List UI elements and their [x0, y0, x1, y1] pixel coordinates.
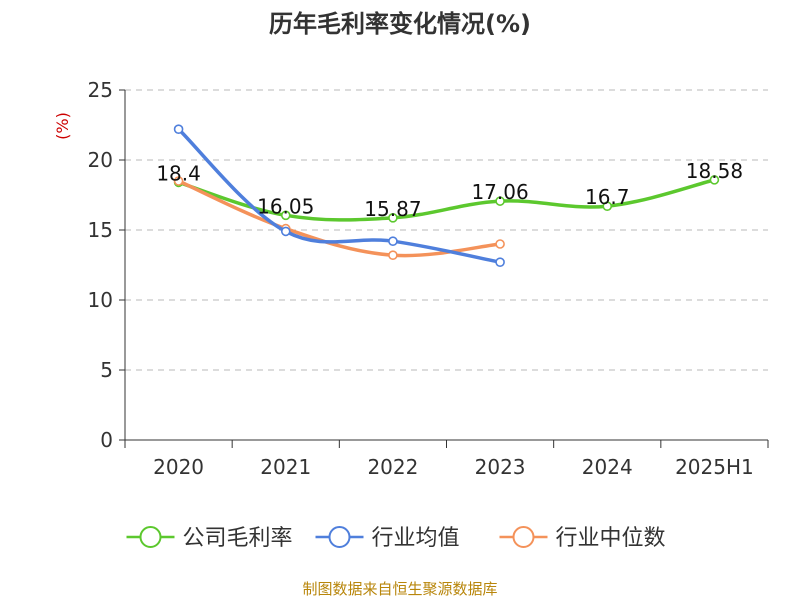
x-tick-label-3: 2023	[475, 455, 526, 479]
point-series2-2	[388, 250, 398, 260]
y-tick-label-0: 0	[100, 428, 113, 452]
y-tick-label-2: 10	[88, 288, 113, 312]
x-tick-label-2: 2022	[367, 455, 418, 479]
data-label-3: 17.06	[471, 180, 528, 204]
point-series1-1	[280, 226, 291, 237]
legend-marker-0	[139, 526, 162, 548]
point-series1-0	[173, 124, 184, 134]
chart-title: 历年毛利率变化情况(%)	[269, 10, 531, 38]
legend-label-1: 行业均值	[372, 526, 460, 551]
point-series0-1	[280, 210, 291, 221]
point-series2-0	[173, 176, 184, 186]
data-label-1: 16.05	[257, 194, 314, 218]
series-layer	[173, 124, 720, 268]
point-series1-2	[388, 236, 398, 246]
legend-item-0[interactable]: 公司毛利率	[126, 526, 293, 551]
point-series0-3	[495, 196, 505, 206]
point-series0-4	[602, 201, 613, 211]
legend-marker-2	[512, 526, 535, 548]
legend-marker-1	[328, 526, 351, 548]
point-series1-3	[495, 257, 505, 268]
x-tick-label-1: 2021	[260, 455, 311, 479]
x-tick-label-0: 2020	[153, 455, 204, 479]
gridlines	[125, 89, 768, 371]
legend: 公司毛利率 行业均值 行业中位数	[126, 526, 666, 551]
y-tick-label-4: 20	[88, 148, 113, 172]
data-label-5: 18.58	[686, 159, 743, 183]
data-label-2: 15.87	[364, 197, 421, 221]
axes: 0 5 10 15 20 25 2020 2021 2022 2023 2024 2025H1	[88, 78, 769, 479]
source-note: 制图数据来自恒生聚源数据库	[302, 580, 497, 598]
legend-item-1[interactable]: 行业均值	[315, 526, 460, 551]
point-series2-3	[495, 239, 505, 249]
data-labels: 18.4 16.05 15.87 17.06 16.7 18.58	[156, 159, 743, 221]
point-series0-2	[388, 213, 398, 223]
legend-item-2[interactable]: 行业中位数	[499, 526, 666, 551]
point-series0-5	[709, 175, 720, 185]
y-tick-label-1: 5	[100, 358, 113, 382]
y-tick-label-5: 25	[88, 78, 113, 102]
x-tick-label-4: 2024	[582, 455, 633, 479]
series-line-1	[176, 127, 502, 264]
legend-label-0: 公司毛利率	[183, 526, 293, 551]
series-line-0	[176, 178, 717, 222]
x-tick-label-5: 2025H1	[675, 455, 754, 479]
data-label-0: 18.4	[156, 161, 201, 185]
data-label-4: 16.7	[585, 185, 630, 209]
legend-label-2: 行业中位数	[556, 526, 666, 551]
y-tick-label-3: 15	[88, 218, 113, 242]
y-axis-unit: (%)	[53, 112, 72, 140]
